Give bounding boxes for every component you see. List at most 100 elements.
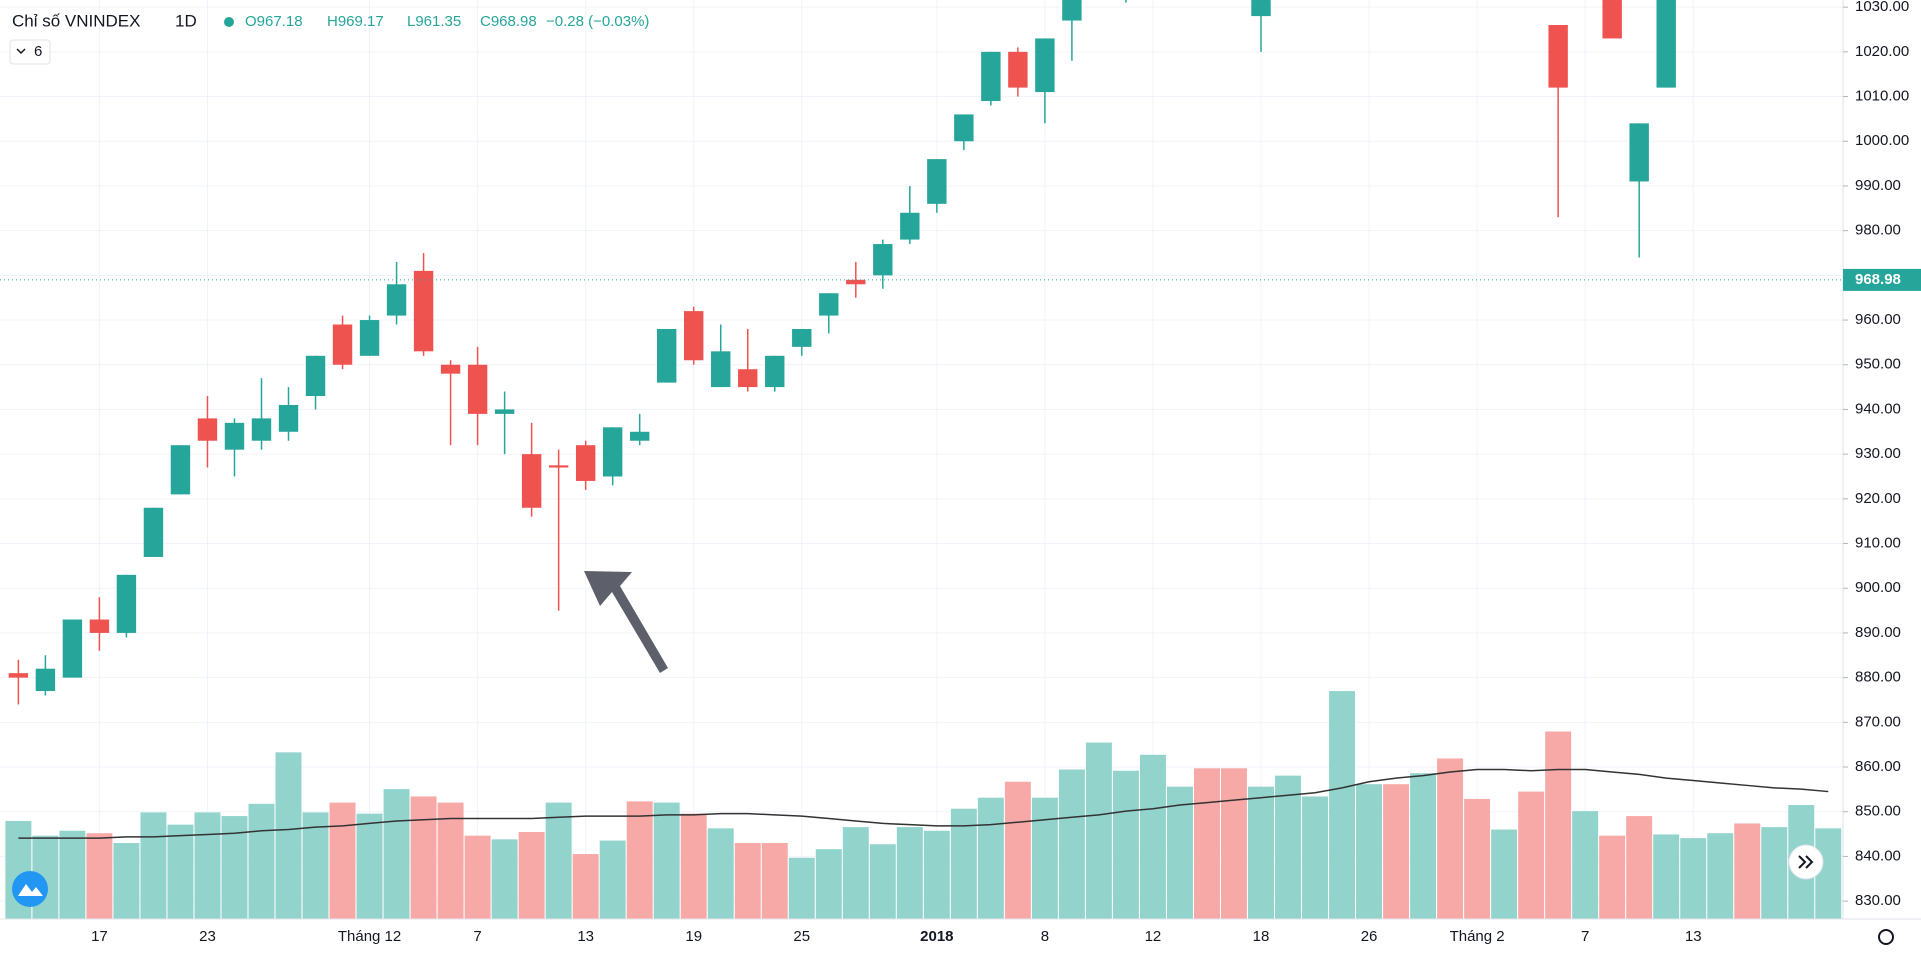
x-tick-label: 26 xyxy=(1361,928,1378,945)
candle-body xyxy=(1035,38,1055,93)
candle-body xyxy=(35,668,56,692)
volume-bar xyxy=(842,827,869,919)
volume-bar xyxy=(977,797,1004,919)
interval: 1D xyxy=(175,11,197,30)
status-dot xyxy=(224,17,234,27)
x-tick-label: 25 xyxy=(793,928,810,945)
y-tick-label: 960.00 xyxy=(1855,311,1901,328)
scroll-icon xyxy=(1798,855,1814,869)
candle-body xyxy=(602,427,623,477)
y-tick-label: 1010.00 xyxy=(1855,88,1909,105)
candle-body xyxy=(359,320,380,356)
volume-bar xyxy=(113,843,140,919)
y-tick-label: 1000.00 xyxy=(1855,132,1909,149)
volume-bar xyxy=(437,802,464,919)
volume-bar xyxy=(1626,816,1653,919)
volume-bar xyxy=(1572,811,1599,919)
volume-bar xyxy=(1139,754,1166,919)
volume-bar xyxy=(1112,770,1139,919)
open-value: O967.18 xyxy=(245,13,303,30)
volume-bar xyxy=(86,833,113,919)
volume-bar xyxy=(356,813,383,919)
x-tick-label: 2018 xyxy=(920,928,953,945)
volume-bar xyxy=(167,824,194,919)
volume-bar xyxy=(788,857,815,919)
candle-body xyxy=(981,51,1001,102)
candle-body xyxy=(494,409,515,414)
y-tick-label: 980.00 xyxy=(1855,222,1901,239)
volume-bar xyxy=(248,803,275,919)
volume-bar xyxy=(1491,829,1518,919)
x-tick-label: 8 xyxy=(1041,928,1049,945)
candle-body xyxy=(873,244,893,276)
high-value: H969.17 xyxy=(327,13,384,30)
candle-body xyxy=(1251,0,1271,17)
y-tick-label: 920.00 xyxy=(1855,490,1901,507)
x-tick-label: 7 xyxy=(473,928,481,945)
x-tick-label: 17 xyxy=(91,928,108,945)
x-tick-label: 13 xyxy=(1685,928,1702,945)
volume-bar xyxy=(383,789,410,919)
symbol: Chỉ số VNINDEX xyxy=(12,11,140,30)
y-tick-label: 990.00 xyxy=(1855,177,1901,194)
volume-bar xyxy=(761,843,788,919)
candle-body xyxy=(846,279,866,285)
x-tick-label: 12 xyxy=(1145,928,1162,945)
x-tick-label: Tháng 12 xyxy=(338,928,401,945)
settings-button[interactable] xyxy=(1878,929,1894,945)
change-value: −0.28 (−0.03%) xyxy=(546,13,649,30)
candle-body xyxy=(521,454,542,508)
x-tick-label: 7 xyxy=(1581,928,1589,945)
volume-bar xyxy=(1383,784,1410,919)
volume-bar xyxy=(140,812,167,919)
volume-bar xyxy=(1464,798,1491,919)
volume-bar xyxy=(1058,769,1085,919)
candle-body xyxy=(278,404,299,432)
volume-bar xyxy=(734,843,761,919)
candle-body xyxy=(684,311,704,361)
grid xyxy=(0,0,1843,919)
volume-bar xyxy=(1707,833,1734,919)
volume-bar xyxy=(572,854,599,919)
candle-body xyxy=(224,422,245,450)
y-tick-label: 840.00 xyxy=(1855,847,1901,864)
y-tick-label: 910.00 xyxy=(1855,535,1901,552)
candle-body xyxy=(819,293,839,316)
volume-pane xyxy=(5,691,1842,919)
volume-bar xyxy=(275,752,302,919)
indicator-count: 6 xyxy=(34,43,42,60)
volume-bar xyxy=(1275,775,1301,919)
candle-body xyxy=(116,574,137,633)
logo[interactable] xyxy=(12,871,48,907)
candle-body xyxy=(197,418,218,441)
volume-bar xyxy=(194,812,221,919)
candle-body xyxy=(900,212,920,240)
volume-bar xyxy=(302,812,329,919)
close-value: C968.98 xyxy=(480,13,537,30)
candle-body xyxy=(89,619,110,633)
candle-body xyxy=(467,364,488,414)
indicator-toggle[interactable] xyxy=(9,39,51,65)
candle-body xyxy=(62,619,83,678)
volume-bar xyxy=(950,808,977,919)
volume-bar xyxy=(1248,786,1274,919)
y-tick-label: 880.00 xyxy=(1855,669,1901,686)
volume-bar xyxy=(707,828,734,919)
x-tick-label: 19 xyxy=(685,928,702,945)
volume-bar xyxy=(518,832,545,919)
candle-body xyxy=(1008,51,1028,88)
y-tick-label: 890.00 xyxy=(1855,624,1901,641)
volume-bar xyxy=(1031,797,1058,919)
volume-bar xyxy=(1518,791,1545,919)
volume-bar xyxy=(923,830,950,919)
volume-bar xyxy=(1545,731,1572,919)
candle-body xyxy=(8,673,29,678)
volume-bar xyxy=(1166,786,1193,919)
candle-body xyxy=(629,431,650,441)
volume-bar xyxy=(1734,823,1761,919)
volume-ma-line xyxy=(18,768,1829,839)
y-tick-label: 1020.00 xyxy=(1855,43,1909,60)
last-price-tag xyxy=(1843,268,1921,291)
y-tick-label: 860.00 xyxy=(1855,758,1901,775)
x-tick-label: Tháng 2 xyxy=(1450,928,1505,945)
